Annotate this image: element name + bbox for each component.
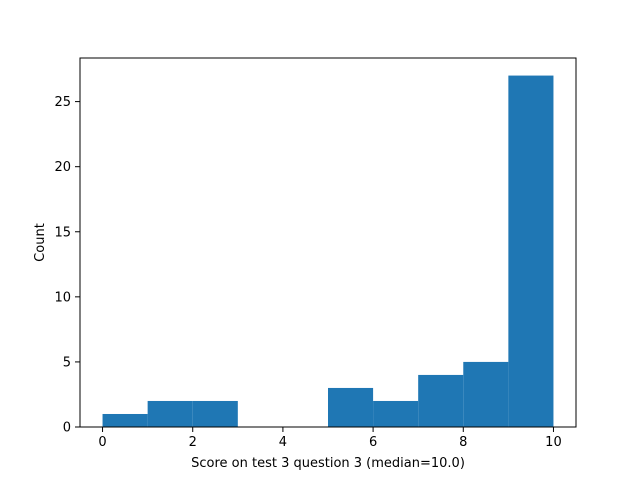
- histogram-bar: [147, 400, 193, 427]
- y-tick-label: 15: [54, 225, 71, 240]
- histogram-bar: [328, 387, 374, 427]
- x-axis-label: Score on test 3 question 3 (median=10.0): [191, 456, 465, 471]
- y-tick-label: 25: [54, 95, 71, 110]
- y-tick-label: 20: [54, 160, 71, 175]
- y-tick-label: 5: [63, 355, 71, 370]
- y-axis-ticks: 0 5 10 15 20 25: [54, 95, 80, 436]
- x-tick-label: 2: [189, 435, 197, 450]
- histogram-bar: [192, 400, 238, 427]
- histogram-bar: [102, 413, 148, 427]
- y-tick-label: 10: [54, 290, 71, 305]
- y-tick-label: 0: [63, 421, 71, 436]
- x-tick-label: 8: [459, 435, 467, 450]
- y-axis-label: Count: [33, 223, 48, 262]
- x-axis-ticks: 0 2 4 6 8 10: [98, 427, 562, 450]
- plot-frame: [79, 57, 577, 428]
- bars-group: [102, 75, 554, 428]
- x-tick-label: 6: [369, 435, 377, 450]
- x-tick-label: 10: [545, 435, 562, 450]
- histogram-bar: [373, 400, 419, 427]
- x-tick-label: 0: [98, 435, 106, 450]
- histogram-bar: [508, 75, 554, 428]
- histogram-bar: [418, 374, 464, 427]
- x-tick-label: 4: [279, 435, 287, 450]
- histogram-bar: [463, 361, 509, 427]
